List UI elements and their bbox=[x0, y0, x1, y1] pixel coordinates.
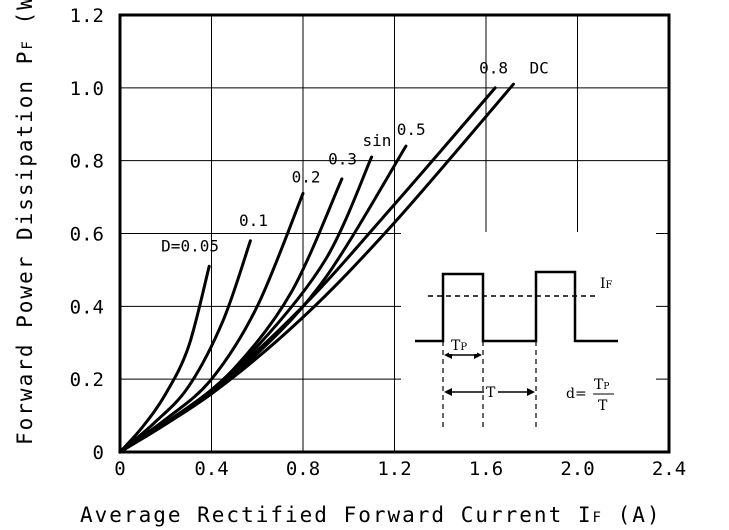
series-line bbox=[118, 239, 252, 454]
inset-duty-denominator: T bbox=[598, 398, 608, 414]
y-tick-label: 0.2 bbox=[70, 369, 104, 391]
x-tick-label: 1.6 bbox=[469, 458, 503, 480]
inset-period-label-bg bbox=[484, 384, 498, 400]
series-label: D=0.05 bbox=[161, 237, 219, 256]
y-tick-label: 0.6 bbox=[70, 224, 104, 246]
series-curves bbox=[118, 82, 515, 454]
x-tick-label: 2.0 bbox=[560, 458, 594, 480]
x-tick-label: 0.8 bbox=[286, 458, 320, 480]
series-line bbox=[118, 264, 211, 454]
series-label: DC bbox=[529, 58, 548, 77]
inset-arrowhead bbox=[527, 388, 535, 396]
y-tick-label: 0.8 bbox=[70, 151, 104, 173]
plot-frame bbox=[118, 13, 671, 454]
series-line bbox=[118, 191, 305, 454]
x-tick-label: 0 bbox=[114, 458, 125, 480]
curve-labels: D=0.05 0.1 0.2 0.3 sin 0.5 0.8 DC bbox=[161, 58, 549, 255]
y-axis-title: Forward Power Dissipation PF (W) bbox=[13, 0, 37, 445]
series-label: 0.3 bbox=[328, 149, 357, 168]
inset-tp-label: TP bbox=[451, 338, 467, 354]
series-line bbox=[118, 144, 408, 454]
inset-current-label: IF bbox=[600, 276, 613, 292]
series-label: sin bbox=[362, 131, 391, 150]
duty-cycle-inset: IF TP T d= TP T bbox=[401, 232, 656, 452]
inset-tp-label-bg bbox=[449, 337, 477, 354]
inset-arrowhead bbox=[444, 388, 452, 396]
series-line bbox=[118, 86, 497, 454]
series-label: 0.8 bbox=[479, 58, 508, 77]
x-tick-label: 1.2 bbox=[377, 458, 411, 480]
x-axis-title: Average Rectified Forward Current IF (A) bbox=[80, 503, 662, 527]
y-tick-label: 0.4 bbox=[70, 296, 104, 318]
inset-period-label: T bbox=[486, 385, 496, 401]
series-label: 0.1 bbox=[239, 211, 268, 230]
series-label: 0.2 bbox=[292, 168, 321, 187]
inset-duty-numerator: TP bbox=[594, 377, 609, 393]
series-label: 0.5 bbox=[397, 120, 426, 139]
tick-labels: 0 0.4 0.8 1.2 1.6 2.0 2.4 0 0.2 0.4 0.6 0.8 1.0 1.2 bbox=[70, 5, 686, 480]
x-tick-label: 2.4 bbox=[652, 458, 686, 480]
y-tick-label: 0 bbox=[93, 442, 104, 464]
inset-waveform bbox=[415, 270, 618, 343]
series-line bbox=[118, 82, 515, 454]
x-tick-label: 0.4 bbox=[194, 458, 228, 480]
inset-duty-prefix: d= bbox=[566, 386, 587, 402]
y-tick-label: 1.0 bbox=[70, 78, 104, 100]
y-tick-label: 1.2 bbox=[70, 5, 104, 27]
